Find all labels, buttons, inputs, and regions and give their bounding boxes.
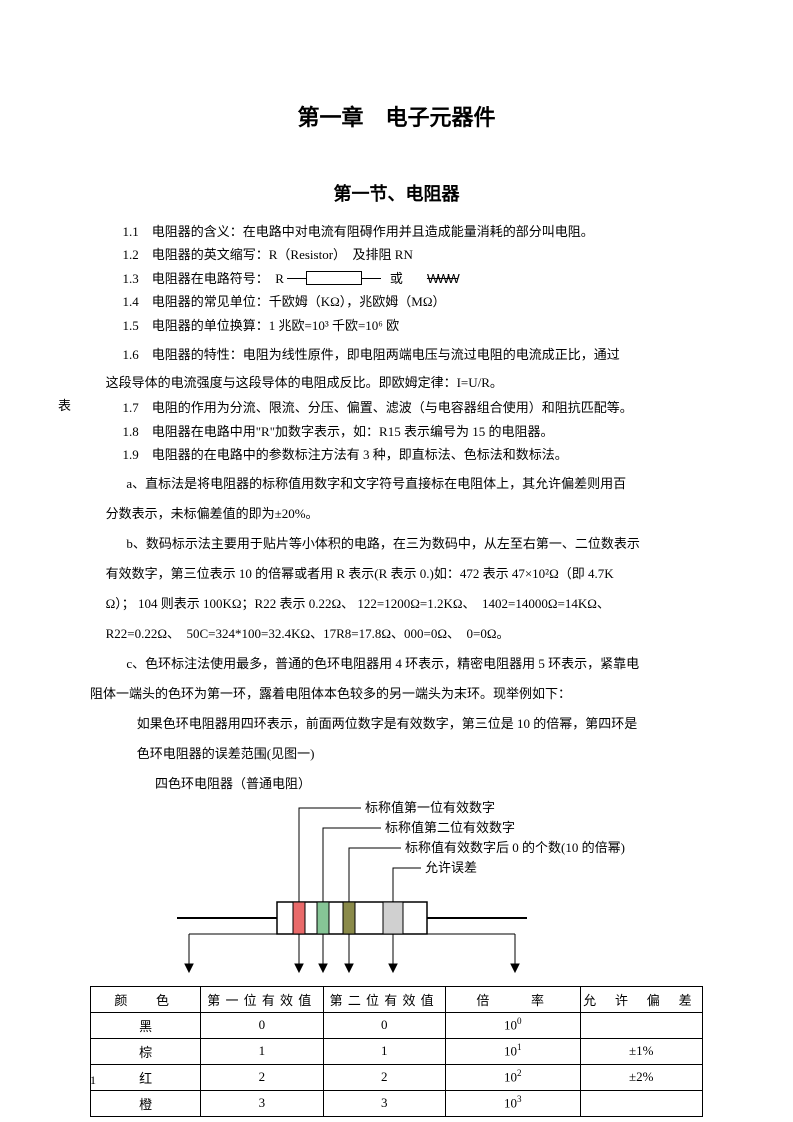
table-cell — [580, 1090, 702, 1116]
line-1-3-or: 或 — [390, 267, 403, 290]
table-cell: 红 — [91, 1064, 201, 1090]
line-1-3: 1.3 电阻器在电路符号： R 或 WWW — [90, 267, 703, 290]
table-cell: 2 — [201, 1064, 323, 1090]
table-row: 红22102±2% — [91, 1064, 703, 1090]
table-cell: 3 — [201, 1090, 323, 1116]
table-cell: 0 — [323, 1012, 445, 1038]
line-1-8: 1.8 电阻器在电路中用"R"加数字表示，如：R15 表示编号为 15 的电阻器… — [90, 420, 703, 443]
table-cell: 103 — [445, 1090, 580, 1116]
table-cell: 黑 — [91, 1012, 201, 1038]
table-cell: 1 — [201, 1038, 323, 1064]
table-row: 橙33103 — [91, 1090, 703, 1116]
para-b-1: b、数码标示法主要用于贴片等小体积的电路，在三为数码中，从左至右第一、二位数表示 — [90, 531, 703, 557]
resistor-rect-symbol-icon — [306, 271, 362, 285]
table-cell: ±2% — [580, 1064, 702, 1090]
svg-text:标称值第一位有效数字: 标称值第一位有效数字 — [365, 800, 495, 815]
para-a-1: a、直标法是将电阻器的标称值用数字和文字符号直接标在电阻体上，其允许偏差则用百 — [90, 471, 703, 497]
table-cell: 橙 — [91, 1090, 201, 1116]
resistor-diagram: 四色环电阻器（普通电阻） 标称值第一位有效数字 标称值第二位有效数字 标称值有效… — [90, 773, 703, 1117]
chapter-title: 第一章 电子元器件 — [90, 100, 703, 132]
line-1-9: 1.9 电阻器的在电路中的参数标注方法有 3 种，即直标法、色标法和数标法。 — [90, 443, 703, 466]
page-number: 1 — [90, 1073, 96, 1088]
para-c-4: 色环电阻器的误差范围(见图一) — [90, 741, 703, 767]
para-c-1: c、色环标注法使用最多，普通的色环电阻器用 4 环表示，精密电阻器用 5 环表示… — [90, 651, 703, 677]
table-header: 第一位有效值 — [201, 986, 323, 1012]
table-cell: ±1% — [580, 1038, 702, 1064]
line-1-4: 1.4 电阻器的常见单位：千欧姆（KΩ），兆欧姆（MΩ） — [90, 290, 703, 313]
resistor-diagram-icon: 标称值第一位有效数字 标称值第二位有效数字 标称值有效数字后 0 的个数(10 … — [137, 798, 657, 976]
table-row: 黑00100 — [91, 1012, 703, 1038]
para-a-2: 分数表示，未标偏差值的即为±20%。 — [90, 501, 703, 527]
svg-text:标称值第二位有效数字: 标称值第二位有效数字 — [385, 820, 515, 835]
table-cell: 0 — [201, 1012, 323, 1038]
line-1-3-prefix: 1.3 电阻器在电路符号： R — [123, 267, 284, 290]
table-cell: 102 — [445, 1064, 580, 1090]
table-cell — [580, 1012, 702, 1038]
svg-text:允许误差: 允许误差 — [425, 860, 477, 875]
table-header: 倍 率 — [445, 986, 580, 1012]
line-1-2: 1.2 电阻器的英文缩写：R（Resistor） 及排阻 RN — [90, 243, 703, 266]
table-header: 允 许 偏 差 — [580, 986, 702, 1012]
table-cell: 101 — [445, 1038, 580, 1064]
diagram-caption: 四色环电阻器（普通电阻） — [90, 773, 703, 792]
line-1-7: 1.7 电阻的作用为分流、限流、分压、偏置、滤波（与电容器组合使用）和阻抗匹配等… — [90, 396, 703, 419]
table-header: 第二位有效值 — [323, 986, 445, 1012]
table-row: 棕11101±1% — [91, 1038, 703, 1064]
resistor-zigzag-symbol-icon: WWW — [427, 267, 458, 290]
para-b-4: R22=0.22Ω、 50C=324*100=32.4KΩ、17R8=17.8Ω… — [90, 621, 703, 647]
table-cell: 3 — [323, 1090, 445, 1116]
table-cell: 1 — [323, 1038, 445, 1064]
table-cell: 100 — [445, 1012, 580, 1038]
table-header: 颜 色 — [91, 986, 201, 1012]
line-1-1: 1.1 电阻器的含义：在电路中对电流有阻碍作用并且造成能量消耗的部分叫电阻。 — [90, 220, 703, 243]
table-cell: 2 — [323, 1064, 445, 1090]
svg-text:标称值有效数字后 0 的个数(10 的倍幂): 标称值有效数字后 0 的个数(10 的倍幂) — [405, 840, 625, 855]
para-b-2: 有效数字，第三位表示 10 的倍幂或者用 R 表示(R 表示 0.)如：472 … — [90, 561, 703, 587]
para-c-2: 阻体一端头的色环为第一环，露着电阻体本色较多的另一端头为末环。现举例如下： — [90, 681, 703, 707]
table-cell: 棕 — [91, 1038, 201, 1064]
line-1-5: 1.5 电阻器的单位换算：1 兆欧=10³ 千欧=10⁶ 欧 — [90, 314, 703, 337]
section-title: 第一节、电阻器 — [90, 180, 703, 206]
line-1-6: 1.6 电阻器的特性：电阻为线性原件，即电阻两端电压与流过电阻的电流成正比，通过 — [90, 343, 703, 366]
para-c-3: 如果色环电阻器用四环表示，前面两位数字是有效数字，第三位是 10 的倍幂，第四环… — [90, 711, 703, 737]
side-label-table: 表 — [58, 395, 71, 414]
para-b-3: Ω）； 104 则表示 100KΩ；R22 表示 0.22Ω、 122=1200… — [90, 591, 703, 617]
line-1-6b: 这段导体的电流强度与这段导体的电阻成反比。即欧姆定律：I=U/R。 — [90, 370, 703, 396]
color-code-table: 颜 色第一位有效值第二位有效值倍 率允 许 偏 差 黑00100棕11101±1… — [90, 986, 703, 1117]
